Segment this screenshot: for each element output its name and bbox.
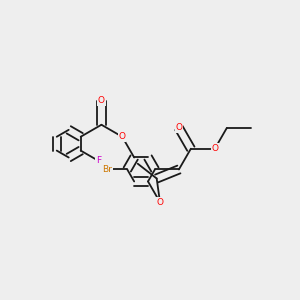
Text: O: O xyxy=(98,96,105,105)
Text: O: O xyxy=(119,132,126,141)
Text: O: O xyxy=(211,144,218,153)
Text: Br: Br xyxy=(102,165,112,174)
Text: O: O xyxy=(176,124,182,133)
Text: F: F xyxy=(96,156,101,165)
Text: O: O xyxy=(157,198,164,207)
